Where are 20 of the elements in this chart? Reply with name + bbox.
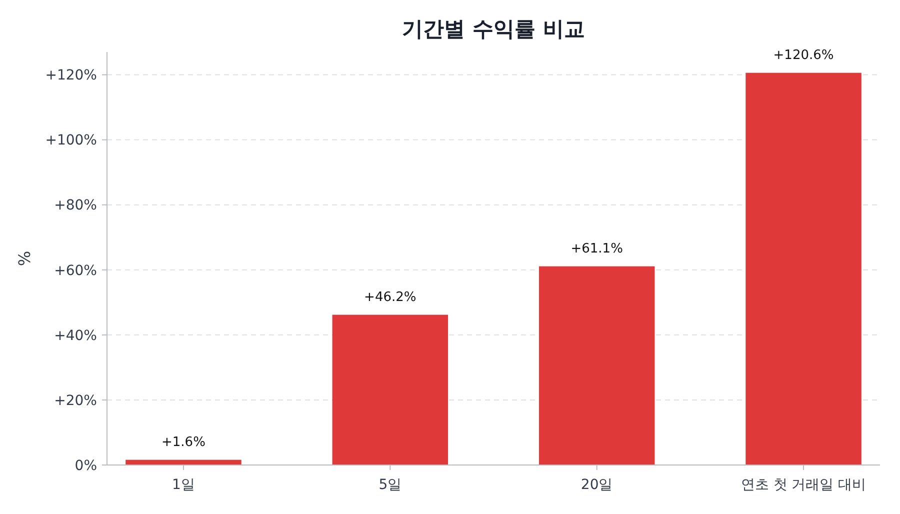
y-axis-title: % <box>15 250 34 266</box>
y-tick-label: +40% <box>54 328 97 344</box>
y-tick-label: 0% <box>74 458 97 474</box>
y-tick-label: +60% <box>54 262 97 279</box>
x-tick-label: 1일 <box>172 477 195 493</box>
y-tick-label: +100% <box>45 132 97 149</box>
bar <box>746 72 862 465</box>
y-tick-label: +20% <box>54 392 97 409</box>
data-label: +120.6% <box>773 48 834 63</box>
data-label: +1.6% <box>162 434 206 450</box>
chart-title: 기간별 수익률 비교 <box>402 17 585 41</box>
x-tick-label: 20일 <box>580 477 613 493</box>
x-tick-label: 연초 첫 거래일 대비 <box>740 477 866 493</box>
data-label: +46.2% <box>364 290 416 305</box>
x-tick-label: 5일 <box>378 477 402 493</box>
data-label: +61.1% <box>570 241 623 256</box>
bar <box>538 266 655 465</box>
y-tick-label: +120% <box>45 68 97 84</box>
y-tick-label: +80% <box>54 198 97 214</box>
bar <box>332 314 448 465</box>
